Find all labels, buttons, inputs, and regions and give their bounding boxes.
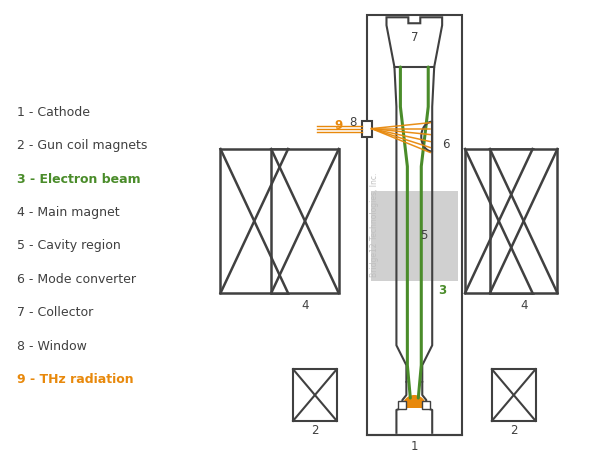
Bar: [490, 149, 557, 293]
Text: 8 - Window: 8 - Window: [17, 340, 86, 352]
Bar: [220, 149, 288, 293]
Text: 5: 5: [421, 229, 428, 242]
Text: 3: 3: [438, 284, 446, 297]
Text: 9: 9: [335, 119, 343, 132]
Text: 1: 1: [410, 440, 418, 453]
Bar: [422, 401, 430, 409]
Text: 1 - Cathode: 1 - Cathode: [17, 106, 89, 119]
Polygon shape: [386, 17, 442, 67]
Text: 4: 4: [301, 299, 309, 312]
Bar: [293, 369, 337, 421]
Text: Bridge12 Technologies, Inc.: Bridge12 Technologies, Inc.: [370, 173, 379, 277]
Text: 6: 6: [442, 138, 450, 151]
Bar: [465, 149, 533, 293]
Wedge shape: [403, 396, 425, 407]
Text: 2 - Gun coil magnets: 2 - Gun coil magnets: [17, 139, 147, 152]
Text: 4: 4: [520, 299, 527, 312]
Text: 7: 7: [410, 31, 418, 44]
Bar: [492, 369, 536, 421]
Bar: [367, 15, 462, 435]
Text: 4 - Main magnet: 4 - Main magnet: [17, 206, 119, 219]
Bar: [362, 121, 371, 137]
Text: 6 - Mode converter: 6 - Mode converter: [17, 273, 136, 286]
Text: 9 - THz radiation: 9 - THz radiation: [17, 373, 133, 386]
Bar: [398, 401, 406, 409]
Text: 2: 2: [510, 425, 517, 437]
Text: 3 - Electron beam: 3 - Electron beam: [17, 173, 140, 186]
Text: 7 - Collector: 7 - Collector: [17, 306, 93, 319]
Text: 8: 8: [349, 116, 356, 129]
Bar: [371, 191, 458, 281]
Text: 2: 2: [311, 425, 319, 437]
Bar: [271, 149, 339, 293]
Text: 5 - Cavity region: 5 - Cavity region: [17, 240, 121, 253]
